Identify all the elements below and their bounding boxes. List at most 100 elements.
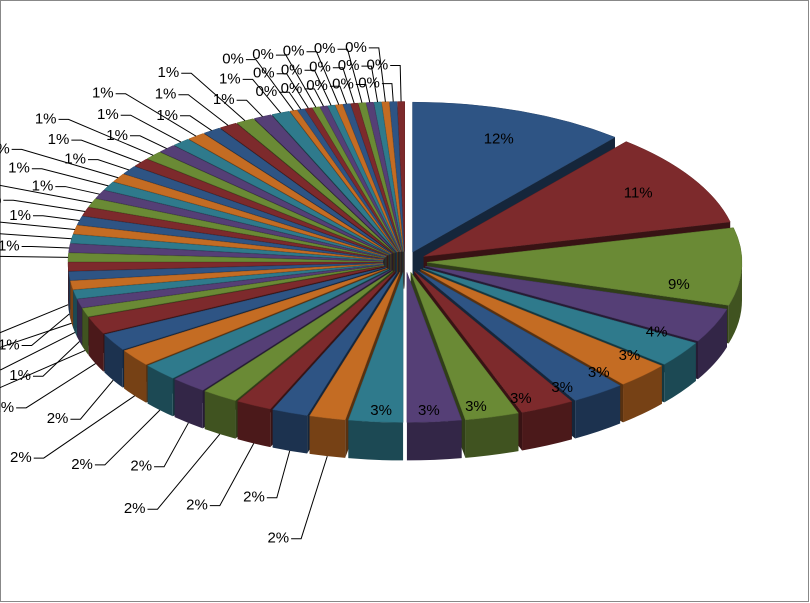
slice-side xyxy=(147,365,173,417)
data-label: 0% xyxy=(253,65,275,82)
data-label: 2% xyxy=(71,456,93,473)
slice-side xyxy=(697,309,727,380)
leader-line xyxy=(70,379,114,420)
slice xyxy=(425,265,728,342)
slice-side xyxy=(623,365,662,423)
slice-side xyxy=(309,415,346,458)
slice xyxy=(134,158,388,256)
slice xyxy=(95,189,386,258)
data-label: 1% xyxy=(9,367,31,384)
data-label: 0% xyxy=(358,75,380,92)
slice xyxy=(406,272,462,423)
data-label: 0% xyxy=(255,83,277,100)
data-label: 1% xyxy=(92,85,114,102)
slice xyxy=(412,101,616,253)
slice xyxy=(309,272,401,421)
leader-line xyxy=(3,199,86,213)
leader-line xyxy=(33,395,135,459)
data-label: 3% xyxy=(465,398,487,415)
leader-line xyxy=(115,93,197,137)
slice-side xyxy=(124,350,147,403)
data-label: 1% xyxy=(9,207,31,224)
data-label: 2% xyxy=(0,399,14,416)
slice xyxy=(417,270,621,401)
leader-line xyxy=(55,186,100,195)
data-label: 1% xyxy=(8,160,30,177)
data-label: 2% xyxy=(124,500,146,517)
slice-side xyxy=(204,391,236,439)
slice xyxy=(304,107,399,253)
slice xyxy=(219,122,394,254)
slice xyxy=(389,101,405,252)
data-label: 2% xyxy=(186,497,208,514)
slice xyxy=(159,145,390,255)
slice xyxy=(81,207,385,259)
data-label: 1% xyxy=(156,107,178,124)
slice xyxy=(72,263,384,299)
data-label: 1% xyxy=(158,64,180,81)
slice-side xyxy=(104,334,123,388)
data-label: 3% xyxy=(551,379,573,396)
slice xyxy=(204,270,394,401)
slice xyxy=(103,266,387,350)
slice-side xyxy=(522,401,572,451)
leader-line xyxy=(332,67,355,104)
slice xyxy=(147,268,390,379)
leader-line xyxy=(306,51,340,105)
slice xyxy=(272,271,398,416)
data-label: 11% xyxy=(624,184,653,201)
slice xyxy=(68,262,384,281)
data-label: 0% xyxy=(332,75,354,92)
leader-line xyxy=(275,54,317,108)
data-label: 12% xyxy=(484,130,514,147)
leader-line xyxy=(0,350,86,389)
slice xyxy=(81,265,385,317)
slice-side xyxy=(272,409,308,454)
data-label: 1% xyxy=(219,70,241,87)
slice xyxy=(70,263,384,290)
data-label: 0% xyxy=(367,57,389,74)
data-label: 0% xyxy=(345,39,367,56)
slice-side xyxy=(70,280,74,328)
slice xyxy=(420,269,663,385)
data-label: 0% xyxy=(338,57,360,74)
slice xyxy=(174,269,391,391)
slice-side xyxy=(174,379,203,429)
leader-line xyxy=(71,139,141,163)
leader-line xyxy=(120,114,182,143)
slice xyxy=(88,265,385,334)
slice-side xyxy=(73,290,77,337)
data-label: 9% xyxy=(668,276,690,293)
slice-side xyxy=(465,413,519,458)
leader-line xyxy=(209,443,255,507)
leader-line xyxy=(390,65,402,102)
data-label: 0% xyxy=(309,59,331,76)
leader-line xyxy=(242,78,281,114)
leader-line xyxy=(21,245,70,249)
data-label: 0% xyxy=(283,43,305,60)
slice xyxy=(319,105,400,252)
data-label: 0% xyxy=(306,77,328,94)
slice-side xyxy=(237,401,271,448)
data-label: 1% xyxy=(64,151,86,168)
slice xyxy=(348,272,404,423)
data-label: 2% xyxy=(267,530,289,547)
data-label: 2% xyxy=(47,410,69,427)
leader-line xyxy=(16,363,96,409)
leader-line xyxy=(0,304,69,334)
leader-line xyxy=(147,433,221,510)
slice xyxy=(397,101,405,252)
slice xyxy=(423,141,731,257)
slice-side xyxy=(68,262,69,310)
data-label: 2% xyxy=(10,449,32,466)
slice-side xyxy=(728,262,742,344)
leader-line xyxy=(266,450,291,499)
leader-line xyxy=(32,215,80,221)
slice xyxy=(72,225,384,261)
slice-side xyxy=(77,299,82,346)
leader-line xyxy=(245,59,294,111)
data-label: 1% xyxy=(35,110,57,127)
data-label: 1% xyxy=(155,86,177,103)
leader-line xyxy=(87,159,130,171)
